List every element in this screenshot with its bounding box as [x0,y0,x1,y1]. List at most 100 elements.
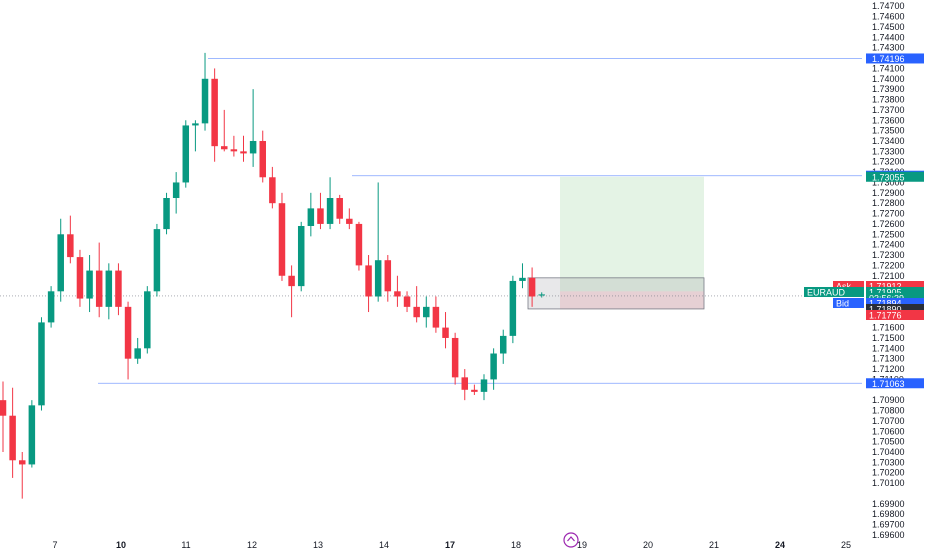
candle-body [432,306,440,328]
bid-price-tag: 1.71894 [866,298,924,309]
candle [403,291,411,313]
y-tick-label: 1.69800 [872,509,905,519]
candle-body [221,146,228,150]
x-tick-label: 24 [775,540,785,550]
y-tick-label: 1.72900 [872,188,905,198]
candle-body [528,277,536,297]
candle-body [394,291,401,297]
y-tick-label: 1.71300 [872,354,905,364]
candle [182,120,190,188]
candle [192,120,199,152]
y-tick-label: 1.69700 [872,520,905,530]
position-tool [0,176,862,310]
y-tick-label: 1.72500 [872,229,905,239]
candle-body [182,125,190,183]
y-tick-label: 1.69600 [872,530,905,540]
candle [538,292,545,298]
candle [115,263,122,316]
candle [249,89,257,167]
candle [509,275,517,344]
candle-body [163,198,170,230]
x-tick-label: 19 [577,540,587,550]
target-zone [560,176,704,292]
candle-body [172,182,180,199]
candle-body [403,296,411,307]
candle-body [346,218,353,224]
candle-body [18,460,26,465]
symbol-label-text: EURAUD [807,288,846,298]
candle [394,275,401,307]
y-tick-label: 1.72300 [872,250,905,260]
y-tick-label: 1.70700 [872,416,905,426]
candle [0,381,7,452]
low-price-tag: 1.71890 [866,304,924,315]
x-tick-label: 17 [445,540,455,550]
candle [28,400,36,468]
candle-body [355,223,363,266]
candle [317,192,324,230]
candle [451,332,459,385]
candle [480,374,488,401]
x-tick-label: 10 [116,540,126,550]
y-tick-label: 1.74100 [872,63,905,73]
y-tick-label: 1.70200 [872,468,905,478]
candle-body [499,335,507,354]
y-tick-label: 1.72400 [872,240,905,250]
target-price-tag-text: 1.73055 [872,172,905,182]
candle [211,68,218,162]
candle [326,177,334,230]
candle-body [317,208,324,224]
candle-body [374,260,382,297]
y-tick-label: 1.71600 [872,323,905,333]
y-tick-label: 1.74500 [872,22,905,32]
candle [384,255,392,302]
candle-body [9,415,16,461]
y-tick-label: 1.72100 [872,271,905,281]
candle [413,286,420,323]
candle [461,369,469,401]
stop-price-tag-bg [866,310,924,320]
bid-price-tag-text: 1.71894 [869,299,902,309]
candle [134,337,141,364]
ask-label-text: Ask [836,282,852,292]
candle [432,296,440,333]
candle-body [211,78,218,147]
candle [240,135,247,162]
y-tick-label: 1.73900 [872,84,905,94]
candle-body [269,177,276,204]
candle [18,451,26,499]
candle [86,255,93,313]
candle [153,223,161,297]
candle-body [423,306,430,318]
y-tick-label: 1.70500 [872,437,905,447]
candle-body [451,337,459,378]
candle-body [461,377,469,390]
y-tick-label: 1.74000 [872,74,905,84]
stop-price-tag-text: 1.71776 [869,311,902,321]
candle-body [490,353,497,380]
candle [57,218,64,302]
candles [0,52,545,499]
y-tick-label: 1.71200 [872,364,905,374]
candle [163,192,170,235]
hline-price-tag-text: 1.71063 [872,379,905,389]
candle-body [86,270,93,299]
candle-body [201,78,209,124]
candle-body [259,140,266,178]
candle-body [538,294,545,296]
candle [221,109,228,152]
ghost-feed-icon[interactable] [563,532,579,548]
candle [172,172,180,214]
candle [38,317,45,411]
candle-body [47,291,55,323]
symbol-label-bg [804,287,864,297]
bid-label: Bid [833,298,864,309]
candle [442,312,449,349]
y-tick-label: 1.74600 [872,12,905,22]
candle [297,221,305,292]
y-tick-label: 1.73600 [872,115,905,125]
y-tick-label: 1.72700 [872,209,905,219]
last-price-tag: 1.71905 [866,287,924,298]
candle [47,286,55,328]
